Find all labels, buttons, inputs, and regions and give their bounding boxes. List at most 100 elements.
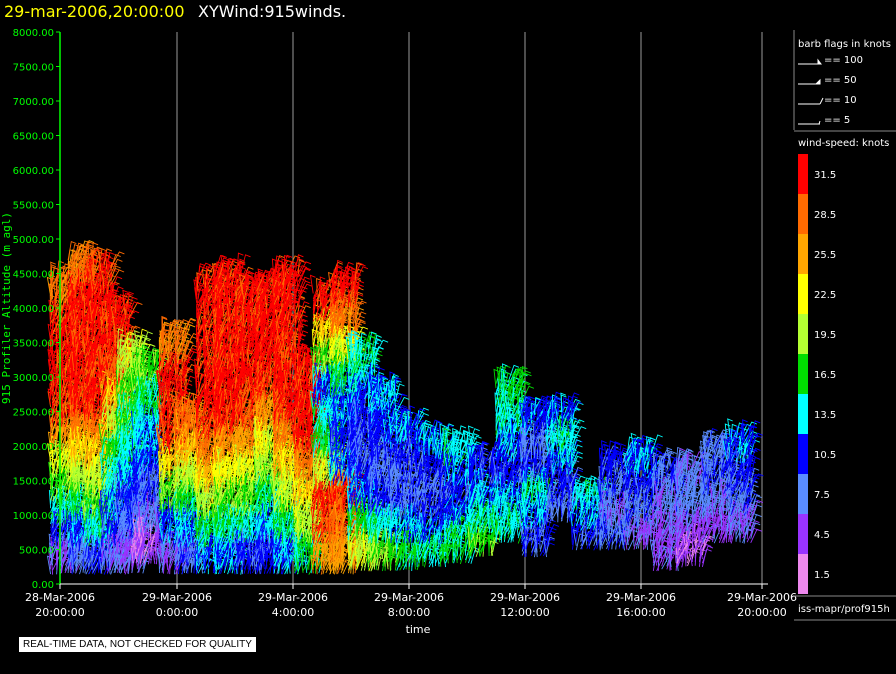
wind-barb	[99, 555, 105, 574]
wind-barb	[87, 496, 97, 512]
wind-barb	[82, 431, 89, 451]
wind-barb	[65, 503, 72, 520]
wind-barb	[56, 260, 65, 281]
wind-barb	[81, 378, 88, 398]
wind-barb	[65, 469, 71, 486]
wind-barb	[75, 244, 87, 259]
wind-barb	[98, 269, 108, 290]
wind-barb	[82, 464, 89, 485]
wind-barb	[91, 494, 98, 510]
wind-barb	[74, 357, 81, 379]
wind-barb	[89, 300, 95, 322]
wind-barb	[98, 254, 107, 271]
wind-barb	[65, 343, 71, 364]
wind-barb	[75, 372, 87, 390]
wind-barb	[49, 334, 56, 353]
wind-barb	[87, 395, 100, 412]
wind-barb	[91, 249, 97, 268]
wind-barb	[67, 240, 77, 261]
wind-barb	[75, 554, 84, 573]
wind-barbs	[46, 240, 764, 575]
wind-barb	[76, 462, 83, 482]
wind-barb	[93, 283, 102, 303]
wind-barb	[83, 515, 89, 532]
wind-barb	[82, 404, 89, 421]
wind-barb	[84, 530, 92, 551]
wind-barb	[55, 536, 61, 552]
wind-barb	[103, 256, 114, 274]
wind-barb	[73, 242, 84, 261]
wind-barb	[83, 281, 89, 298]
wind-barb	[84, 255, 94, 271]
wind-barb	[56, 266, 67, 284]
wind-barb	[92, 394, 98, 413]
wind-barb	[64, 406, 71, 425]
wind-barb	[49, 546, 55, 566]
wind-barb	[75, 469, 85, 487]
wind-barb	[50, 478, 57, 494]
wind-barb	[50, 331, 57, 350]
wind-barb	[85, 240, 93, 260]
wind-barb	[82, 366, 89, 383]
wind-barb	[52, 400, 61, 416]
wind-barb	[103, 262, 116, 278]
wind-barb	[87, 252, 93, 271]
wind-barb	[76, 451, 83, 467]
wind-barb	[54, 439, 61, 455]
wind-barb	[91, 313, 99, 329]
wind-barb	[104, 250, 111, 266]
wind-barb	[67, 270, 73, 288]
wind-barb	[77, 481, 83, 502]
wind-barb	[76, 425, 83, 444]
wind-barb	[84, 447, 91, 466]
wind-barb	[52, 266, 60, 284]
wind-barb	[83, 498, 90, 516]
title-datetime: 29-mar-2006,20:00:00	[4, 2, 185, 21]
wind-barb	[86, 394, 93, 410]
wind-barb	[75, 545, 84, 563]
wind-barb	[97, 388, 104, 405]
wind-barb	[53, 510, 59, 531]
wind-barb	[69, 332, 76, 348]
wind-barb	[86, 479, 93, 498]
wind-barb	[84, 340, 95, 355]
wind-barb	[50, 475, 59, 496]
wind-barb	[51, 391, 58, 411]
wind-barb	[110, 258, 123, 275]
wind-barb	[103, 248, 113, 266]
wind-barb	[82, 240, 95, 259]
wind-barb	[71, 441, 77, 463]
wind-barb	[69, 402, 75, 420]
wind-barb	[47, 341, 54, 361]
wind-barb	[76, 246, 83, 267]
wind-barb	[76, 332, 83, 349]
wind-barb	[85, 330, 91, 348]
wind-barb	[71, 481, 77, 498]
wind-barb	[49, 451, 56, 469]
wind-barb	[82, 413, 89, 432]
wind-barb	[50, 399, 60, 416]
wind-barb	[86, 320, 93, 336]
wind-barb	[106, 251, 115, 271]
wind-barb	[48, 461, 54, 477]
wind-barb	[81, 323, 88, 344]
wind-barb	[62, 375, 68, 393]
wind-barb	[92, 439, 99, 456]
wind-barb	[80, 510, 87, 528]
wind-barb	[87, 401, 97, 421]
wind-barb	[82, 246, 89, 267]
wind-barb	[67, 394, 75, 410]
wind-barb	[62, 418, 68, 434]
wind-barb	[53, 284, 60, 304]
wind-barb	[87, 324, 96, 341]
wind-barb	[50, 443, 64, 458]
wind-barb	[97, 478, 104, 498]
wind-barb	[97, 246, 103, 266]
wind-barb	[47, 323, 54, 342]
wind-barb	[65, 509, 72, 525]
wind-barb	[73, 309, 79, 325]
title-variable: XYWind:915winds.	[198, 2, 346, 21]
wind-barb	[67, 380, 77, 398]
wind-barb	[98, 262, 105, 278]
